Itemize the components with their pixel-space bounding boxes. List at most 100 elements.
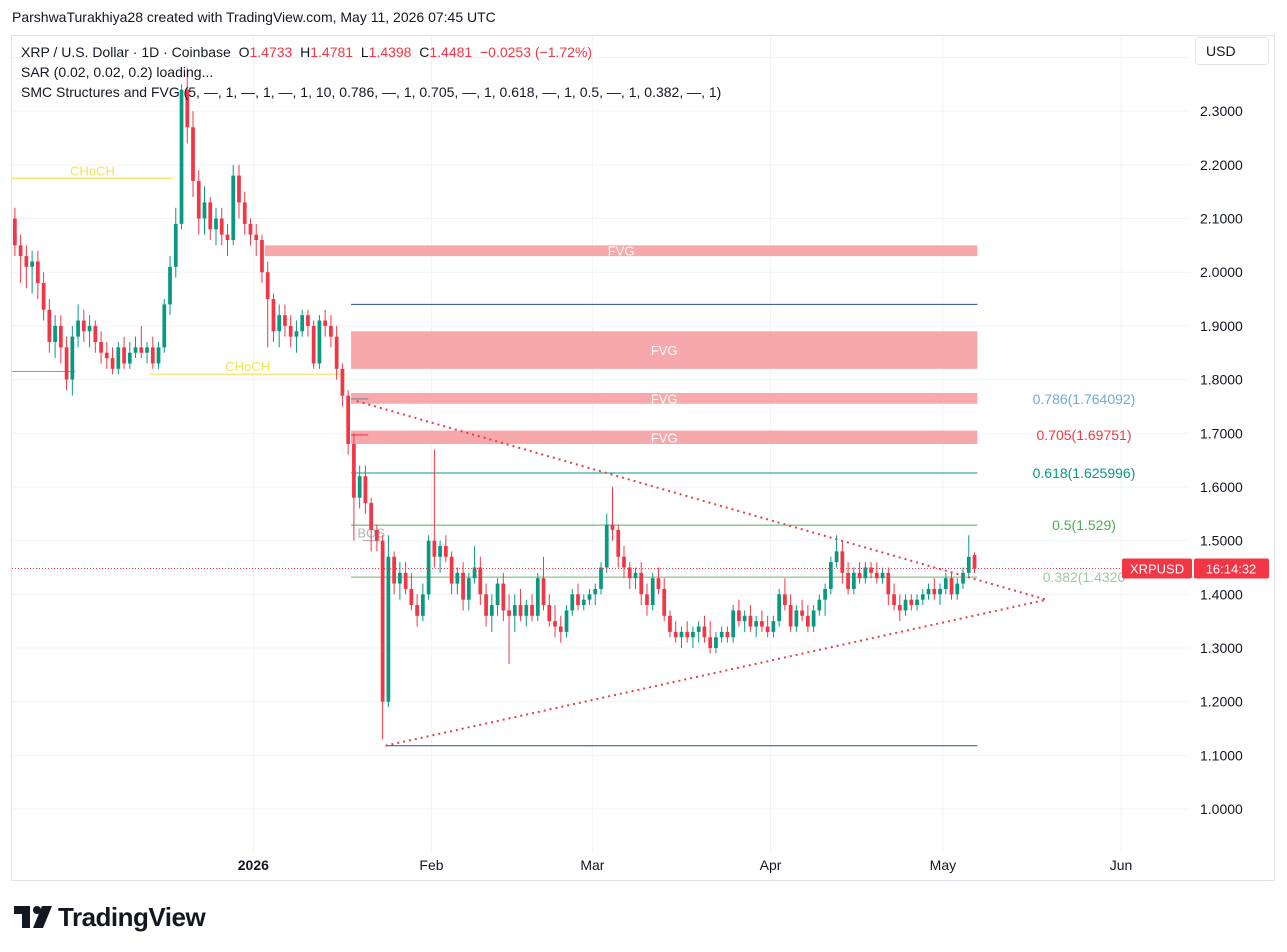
candle-body: [645, 594, 649, 606]
tradingview-logo-icon: [14, 906, 52, 928]
candle-body: [696, 626, 701, 632]
candle-body: [760, 621, 764, 627]
legend-smc-indicator[interactable]: SMC Structures and FVG (5, —, 1, —, 1, —…: [21, 84, 722, 100]
candle-body: [225, 234, 230, 240]
fib-label: 0.705(1.69751): [1037, 427, 1132, 443]
candle-body: [13, 218, 17, 246]
candle-body: [202, 202, 207, 219]
price-tick-label: 1.2000: [1200, 694, 1243, 710]
time-tick-label: Apr: [760, 857, 782, 873]
price-tick-label: 1.5000: [1200, 533, 1243, 549]
candle-body: [949, 578, 954, 595]
candle-body: [99, 342, 103, 353]
legend-open: 1.4733: [249, 44, 293, 60]
candle-body: [604, 524, 609, 568]
fvg-zone: [351, 430, 978, 444]
candle-body: [495, 583, 500, 606]
candle-body: [478, 567, 483, 595]
candle-body: [214, 218, 218, 230]
candle-body: [185, 89, 190, 128]
candle-body: [24, 256, 29, 267]
candle-body: [76, 320, 80, 337]
fvg-zones: FVG FVG FVG FVG: [264, 244, 978, 445]
legend-close: 1.4481: [429, 44, 473, 60]
candle-body: [41, 282, 46, 310]
legend-symbol[interactable]: XRP / U.S. Dollar · 1D · Coinbase: [21, 44, 231, 60]
fvg-label: FVG: [608, 244, 635, 259]
candle-body: [610, 524, 615, 530]
currency-button[interactable]: USD: [1195, 37, 1269, 65]
candle-body: [915, 599, 919, 606]
candle-body: [334, 336, 339, 369]
candle-body: [449, 556, 454, 584]
legend-sar-indicator[interactable]: SAR (0.02, 0.02, 0.2) loading...: [21, 64, 214, 80]
candle-body: [737, 610, 741, 622]
price-tick-label: 1.9000: [1200, 318, 1243, 334]
trendline: [385, 598, 1047, 747]
candle-body: [972, 554, 977, 569]
candle-body: [162, 304, 167, 348]
candle-body: [892, 594, 896, 606]
candle-body: [329, 325, 333, 337]
candle-body: [673, 631, 678, 638]
candle-body: [794, 610, 799, 627]
candle-body: [116, 347, 121, 369]
candle-body: [547, 605, 552, 622]
candle-body: [742, 615, 747, 622]
chart-frame[interactable]: [11, 35, 1275, 881]
candle-body: [415, 605, 419, 616]
candle-body: [306, 315, 310, 326]
candle-body: [300, 315, 305, 332]
candle-body: [369, 503, 374, 530]
candle-body: [317, 320, 322, 364]
candle-body: [122, 347, 126, 364]
timer-tag-label: 16:14:32: [1206, 561, 1257, 576]
candle-body: [242, 202, 247, 224]
legend-close-label: C: [419, 44, 430, 60]
candle-body: [133, 347, 138, 353]
fvg-zone: [351, 393, 978, 404]
candle-body: [817, 599, 822, 611]
price-tick-label: 2.3000: [1200, 103, 1243, 119]
candle-body: [352, 444, 356, 498]
candle-body: [461, 572, 465, 600]
symbol-price-tag: [1122, 558, 1192, 579]
candle-body: [518, 605, 523, 616]
candle-body: [903, 599, 908, 611]
candle-body: [443, 546, 448, 557]
candle-body: [702, 626, 707, 638]
candle-body: [639, 572, 644, 595]
candle-body: [788, 605, 793, 627]
candle-body: [587, 594, 592, 600]
candle-body: [771, 621, 776, 632]
candle-body: [650, 578, 655, 606]
candle-body: [725, 631, 730, 638]
fvg-label: FVG: [651, 430, 678, 445]
candle-body: [254, 234, 259, 240]
fib-label: 0.786(1.764092): [1033, 391, 1136, 407]
candle-body: [64, 347, 69, 380]
price-tick-label: 1.1000: [1200, 747, 1243, 763]
candle-body: [553, 621, 557, 627]
fvg-label: FVG: [651, 391, 678, 406]
overlay-labels: 0.786(1.764092) 0.705(1.69751) 0.618(1.625…: [12, 391, 1269, 585]
time-tick-label: Feb: [419, 857, 443, 873]
candle-body: [409, 588, 414, 606]
legend-low-label: L: [360, 44, 369, 60]
candle-body: [104, 352, 109, 359]
candle-body: [283, 315, 287, 326]
candle-body: [748, 615, 753, 627]
candle-body: [708, 637, 713, 648]
candle-body: [714, 637, 718, 648]
candle-body: [524, 605, 529, 616]
candle-body: [265, 272, 270, 300]
candle-body: [489, 605, 494, 616]
candle-body: [363, 476, 368, 504]
tradingview-logo[interactable]: TradingView: [14, 902, 206, 932]
candle-body: [656, 578, 661, 589]
candle-body: [403, 572, 408, 589]
level-lines: [12, 303, 978, 747]
candle-body: [139, 347, 144, 353]
candle-body: [679, 631, 684, 638]
